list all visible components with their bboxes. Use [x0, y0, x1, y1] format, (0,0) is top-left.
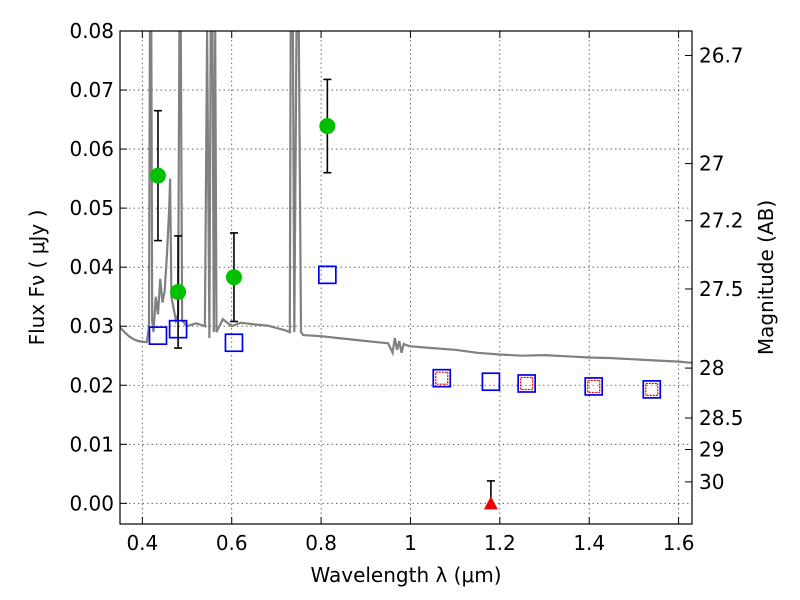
magnitude-axis-label: Magnitude (AB) [754, 200, 778, 355]
y-tick-label: 0.04 [69, 255, 114, 279]
flux-point [319, 118, 336, 135]
flux-point [225, 269, 242, 286]
model-point [148, 326, 168, 346]
model-point [318, 265, 337, 285]
magnitude-tick-label: 30 [699, 470, 724, 494]
model-point [224, 333, 244, 353]
y-tick-label: 0.01 [69, 432, 114, 456]
model-point-secondary [645, 382, 659, 396]
x-tick-label: 0.8 [305, 531, 337, 555]
y-tick-label: 0.03 [69, 314, 114, 338]
y-tick-label: 0.06 [69, 137, 114, 161]
magnitude-tick-label: 28 [699, 356, 724, 380]
y-tick-label: 0.07 [69, 78, 114, 102]
model-point-secondary [520, 376, 534, 391]
y-tick-label: 0.02 [69, 373, 114, 397]
upper-limit-point [483, 496, 498, 510]
y-tick-label: 0.05 [69, 196, 114, 220]
model-point [517, 374, 537, 393]
model-point-secondary [435, 371, 449, 385]
model-point [168, 319, 188, 339]
flux-point [149, 167, 166, 184]
plot-frame [119, 30, 693, 525]
model-point [432, 368, 452, 388]
x-tick-label: 1.4 [573, 531, 605, 555]
flux-point [170, 283, 187, 300]
x-tick-label: 0.4 [126, 531, 158, 555]
magnitude-tick-label: 27.5 [699, 277, 744, 301]
x-tick-label: 0.6 [216, 531, 248, 555]
model-spectrum [120, 31, 692, 364]
magnitude-tick-label: 27.2 [699, 209, 744, 233]
model-point [584, 377, 604, 396]
model-point [642, 380, 662, 399]
x-tick-label: 1.6 [663, 531, 695, 555]
y-axis-label: Flux Fν ( μJy ) [25, 210, 49, 346]
spectrum-line [120, 31, 692, 364]
data-points [148, 78, 662, 510]
axes: 0.4 0.6 0.8 1 1.2 1.4 1.6 0.00 0.01 0.02 0.03 0.04 0… [69, 19, 743, 555]
model-point-secondary [587, 379, 601, 394]
magnitude-tick-label: 27 [699, 152, 724, 176]
x-axis-label: Wavelength λ (μm) [310, 563, 501, 587]
magnitude-tick-label: 26.7 [699, 43, 744, 67]
y-tick-label: 0.08 [69, 19, 114, 43]
magnitude-tick-label: 28.5 [699, 406, 744, 430]
model-point [481, 372, 501, 392]
y-tick-label: 0.00 [69, 491, 114, 515]
magnitude-tick-label: 29 [699, 437, 724, 461]
x-tick-label: 1 [404, 531, 417, 555]
x-tick-label: 1.2 [484, 531, 516, 555]
